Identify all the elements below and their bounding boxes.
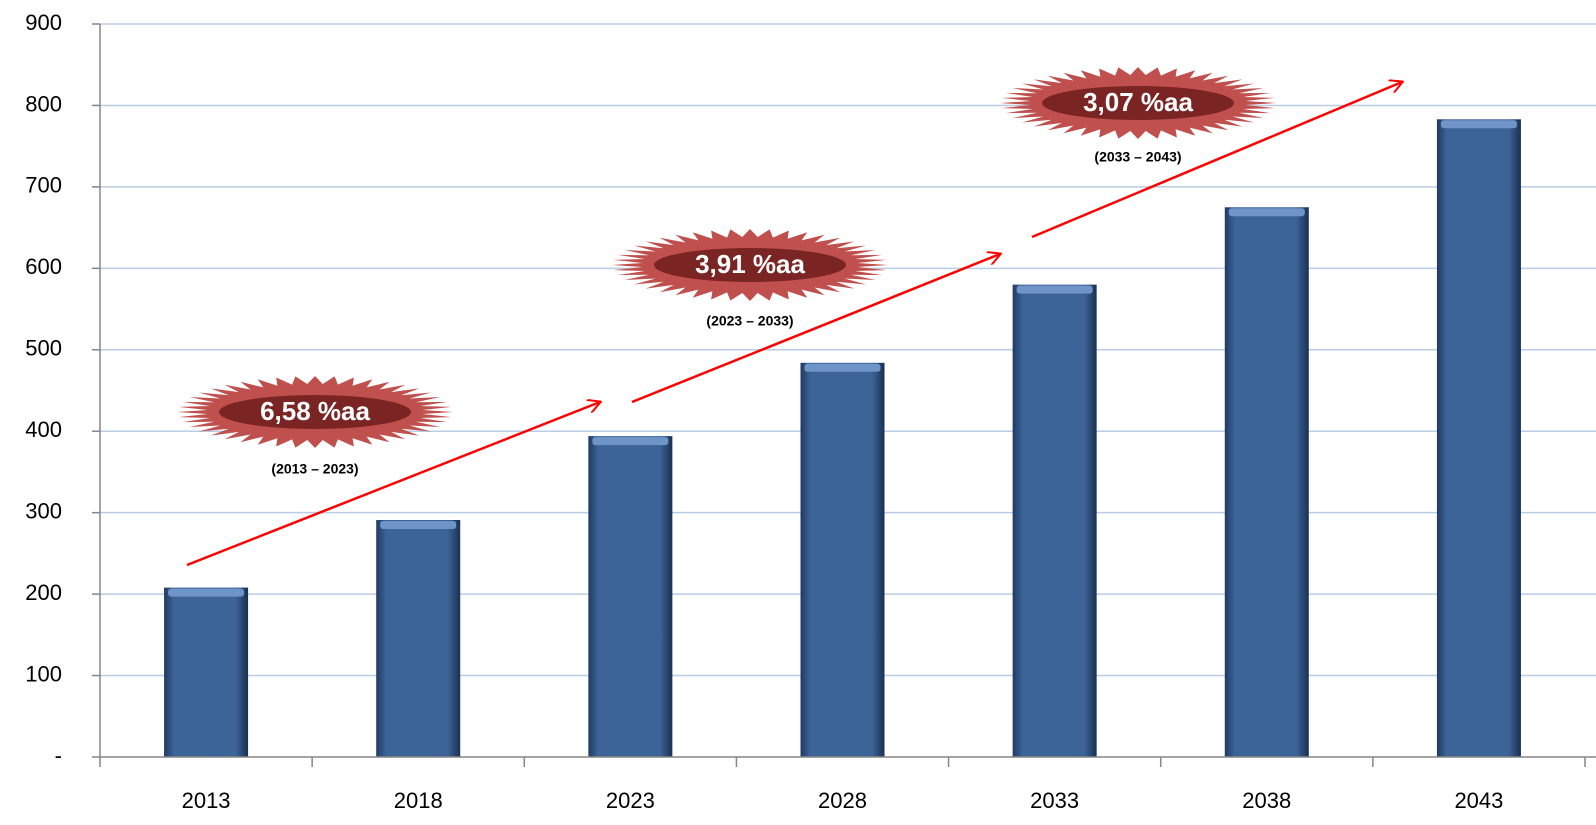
- y-tick-label: 400: [25, 417, 62, 442]
- x-tick-label: 2033: [1030, 788, 1079, 813]
- y-tick-label: 200: [25, 580, 62, 605]
- bar-cap: [1440, 120, 1517, 129]
- y-tick-label: 300: [25, 498, 62, 523]
- bar: [588, 436, 673, 757]
- growth-period: (2023 – 2033): [706, 313, 793, 329]
- x-tick-label: 2023: [606, 788, 655, 813]
- growth-rate: 3,07 %aa: [1083, 87, 1193, 117]
- y-tick-label: 600: [25, 254, 62, 279]
- bar-cap: [168, 588, 245, 597]
- arrow: [186, 402, 600, 567]
- y-tick-label: -: [55, 743, 62, 768]
- bar: [1012, 284, 1097, 757]
- y-tick-label: 100: [25, 661, 62, 686]
- x-tick-label: 2028: [818, 788, 867, 813]
- x-tick-label: 2018: [394, 788, 443, 813]
- x-tick-label: 2038: [1242, 788, 1291, 813]
- y-tick-label: 700: [25, 173, 62, 198]
- bar: [800, 362, 885, 757]
- y-tick-label: 800: [25, 91, 62, 116]
- growth-period: (2013 – 2023): [271, 461, 358, 477]
- bar: [1436, 119, 1521, 758]
- annotations: 6,58 %aa (2013 – 2023) 3,91 %aa (2023 – 203…: [177, 67, 1276, 477]
- bar-cap: [1016, 285, 1093, 294]
- grid: - 100 200 300 400 500 600 700 800 900 2013 2018 2023…: [25, 10, 1596, 813]
- bar-cap: [592, 437, 669, 446]
- bar-cap: [1228, 208, 1305, 217]
- bar: [164, 587, 249, 757]
- starburst-core: [1042, 86, 1234, 120]
- starburst-core: [654, 248, 846, 282]
- arrow: [1031, 82, 1402, 239]
- y-tick-label: 500: [25, 336, 62, 361]
- arrow: [631, 254, 1000, 404]
- bar-cap: [804, 363, 881, 372]
- bar-cap: [380, 520, 457, 529]
- trend-arrows: [186, 82, 1402, 567]
- bar: [376, 519, 461, 757]
- x-tick-label: 2013: [182, 788, 231, 813]
- x-tick-label: 2043: [1454, 788, 1503, 813]
- growth-period: (2033 – 2043): [1094, 149, 1181, 165]
- starburst-core: [219, 395, 411, 429]
- bar: [1224, 207, 1309, 757]
- growth-rate: 3,91 %aa: [695, 249, 805, 279]
- y-tick-label: 900: [25, 10, 62, 35]
- bars: [164, 119, 1521, 758]
- growth-rate: 6,58 %aa: [260, 396, 370, 426]
